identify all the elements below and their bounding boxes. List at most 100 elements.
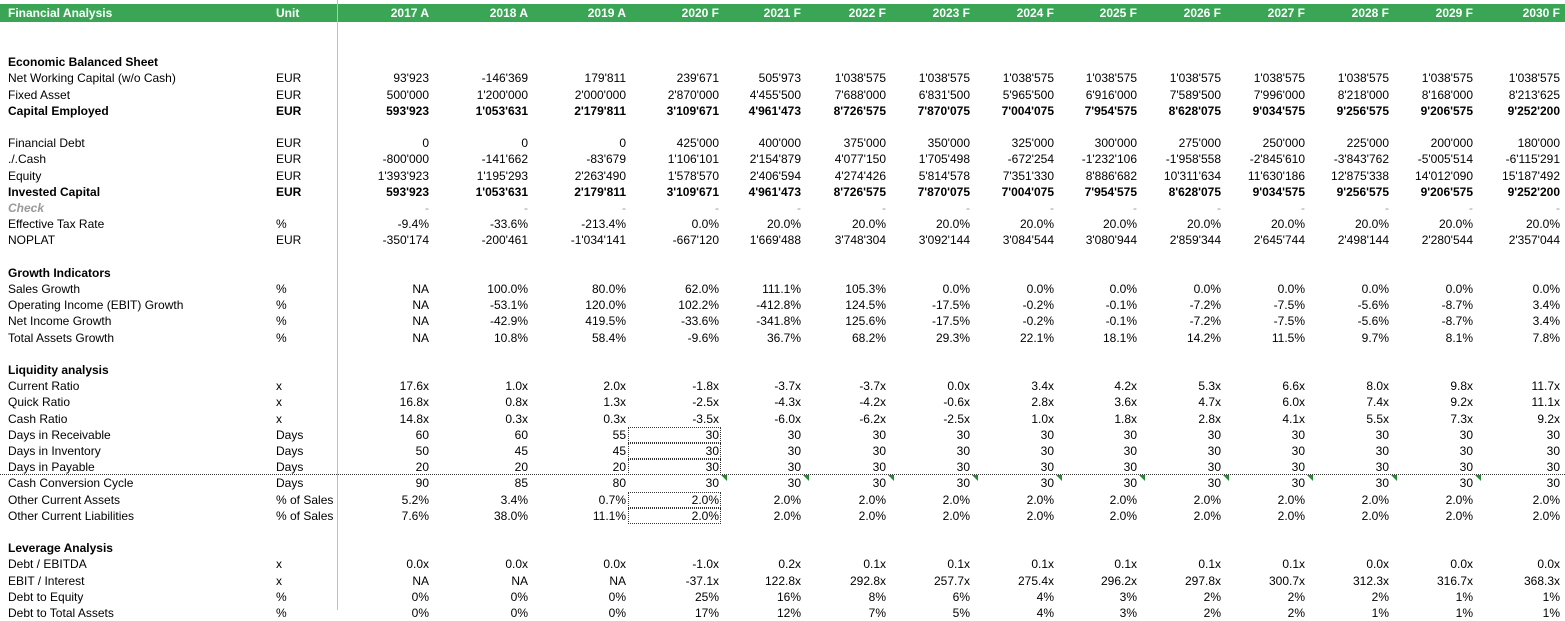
value-cell[interactable]: 1'053'631 [475, 184, 528, 199]
value-cell[interactable]: 111.1% [762, 282, 801, 296]
header-unit-cell[interactable]: Unit [276, 6, 300, 20]
value-cell[interactable]: 300'000 [1094, 136, 1137, 151]
value-cell[interactable]: - [1217, 201, 1221, 215]
value-cell[interactable]: 16.8x [399, 395, 429, 410]
value-cell[interactable]: -2.5x [943, 411, 970, 426]
value-cell[interactable]: 4.7x [1198, 395, 1221, 410]
value-cell[interactable]: 7'954'575 [1084, 184, 1137, 199]
value-cell[interactable]: 55 [612, 427, 626, 442]
value-cell[interactable]: -9.6% [687, 330, 719, 345]
value-cell[interactable]: 60 [514, 427, 528, 442]
unit-cell[interactable]: EUR [276, 184, 302, 199]
value-cell[interactable]: 2% [1203, 606, 1221, 620]
row-label-cell[interactable]: EBIT / Interest [8, 573, 85, 588]
value-cell[interactable]: 11.7x [1531, 379, 1560, 394]
value-cell[interactable]: 0.0% [942, 282, 970, 296]
value-cell[interactable]: 7'589'500 [1169, 87, 1221, 102]
value-cell[interactable]: 20.0% [1186, 217, 1221, 232]
value-cell[interactable]: 30 [705, 427, 719, 442]
value-cell[interactable]: -6.2x [859, 411, 886, 426]
header-year-cell[interactable]: 2026 F [1183, 6, 1221, 20]
comment-indicator-icon[interactable] [1391, 475, 1397, 482]
row-label-cell[interactable]: NOPLAT [8, 233, 56, 248]
value-cell[interactable]: - [1556, 201, 1560, 215]
value-cell[interactable]: 1'038'575 [1002, 71, 1054, 86]
value-cell[interactable]: -200'461 [481, 233, 528, 248]
value-cell[interactable]: 2.0% [1532, 492, 1560, 507]
value-cell[interactable]: 2.0% [691, 492, 719, 507]
value-cell[interactable]: -4.2x [859, 395, 886, 410]
value-cell[interactable]: -17.5% [931, 314, 970, 329]
value-cell[interactable]: 11.5% [1271, 330, 1305, 345]
value-cell[interactable]: 30 [787, 427, 801, 442]
value-cell[interactable]: - [797, 201, 801, 215]
value-cell[interactable]: 125.6% [845, 314, 886, 329]
value-cell[interactable]: 1'038'575 [1169, 71, 1221, 86]
unit-cell[interactable]: x [276, 411, 282, 426]
value-cell[interactable]: 2% [1287, 589, 1305, 604]
value-cell[interactable]: 30 [705, 476, 719, 491]
value-cell[interactable]: 0.8x [505, 395, 528, 410]
value-cell[interactable]: 30 [1375, 444, 1389, 458]
value-cell[interactable]: -5.6% [1357, 298, 1389, 313]
value-cell[interactable]: - [1385, 201, 1389, 215]
value-cell[interactable]: 2.8x [1031, 395, 1054, 410]
row-label-cell[interactable]: Total Assets Growth [8, 330, 115, 345]
value-cell[interactable]: 3'080'944 [1085, 233, 1137, 248]
value-cell[interactable]: 30 [1546, 460, 1560, 475]
value-cell[interactable]: 80 [612, 476, 626, 491]
value-cell[interactable]: - [966, 201, 970, 215]
value-cell[interactable]: 4'961'473 [748, 184, 801, 199]
section-title[interactable]: Growth Indicators [8, 265, 111, 280]
value-cell[interactable]: 2.0x [603, 379, 626, 394]
value-cell[interactable]: 14.8x [399, 411, 429, 426]
value-cell[interactable]: 1'038'575 [1085, 71, 1137, 86]
value-cell[interactable]: 6'831'500 [918, 87, 970, 102]
value-cell[interactable]: 2'357'044 [1508, 233, 1560, 248]
value-cell[interactable]: -7.2% [1189, 298, 1221, 313]
unit-cell[interactable]: Days [276, 460, 304, 475]
value-cell[interactable]: 30 [956, 427, 970, 442]
unit-cell[interactable]: EUR [276, 136, 302, 151]
value-cell[interactable]: -1'958'558 [1165, 152, 1221, 167]
value-cell[interactable]: 0.0x [603, 557, 626, 572]
value-cell[interactable]: 1'195'293 [476, 168, 528, 183]
value-cell[interactable]: 30 [956, 476, 970, 491]
value-cell[interactable]: 2.8x [1198, 411, 1221, 426]
value-cell[interactable]: 1'200'000 [476, 87, 528, 102]
row-label-cell[interactable]: Equity [8, 168, 42, 183]
unit-cell[interactable]: x [276, 379, 282, 394]
value-cell[interactable]: 20.0% [1354, 217, 1389, 232]
value-cell[interactable]: 7'954'575 [1084, 103, 1137, 118]
value-cell[interactable]: 30 [1291, 427, 1305, 442]
value-cell[interactable]: - [1133, 201, 1137, 215]
value-cell[interactable]: 9.2x [1450, 395, 1473, 410]
value-cell[interactable]: 0% [411, 589, 429, 604]
unit-cell[interactable]: x [276, 573, 282, 588]
value-cell[interactable]: 30 [872, 427, 886, 442]
row-label-cell[interactable]: Days in Inventory [8, 444, 101, 458]
value-cell[interactable]: 500'000 [386, 87, 429, 102]
unit-cell[interactable]: Days [276, 427, 304, 442]
value-cell[interactable]: 200'000 [1430, 136, 1473, 151]
value-cell[interactable]: 0.0% [1445, 282, 1473, 296]
value-cell[interactable]: 4% [1036, 606, 1054, 620]
value-cell[interactable]: 9'034'575 [1252, 184, 1305, 199]
value-cell[interactable]: NA [412, 314, 429, 329]
header-year-cell[interactable]: 2029 F [1435, 6, 1473, 20]
value-cell[interactable]: 316.7x [1436, 573, 1473, 588]
value-cell[interactable]: -9.4% [397, 217, 429, 232]
value-cell[interactable]: 20.0% [1438, 217, 1473, 232]
value-cell[interactable]: -6.0x [774, 411, 801, 426]
value-cell[interactable]: 2.0% [858, 508, 886, 523]
value-cell[interactable]: 1'669'488 [749, 233, 801, 248]
value-cell[interactable]: 1'038'575 [834, 71, 886, 86]
value-cell[interactable]: 2'645'744 [1253, 233, 1305, 248]
value-cell[interactable]: -1.8x [692, 379, 719, 394]
value-cell[interactable]: 30 [1375, 460, 1389, 475]
value-cell[interactable]: 2.0% [773, 492, 801, 507]
value-cell[interactable]: 120.0% [585, 298, 626, 313]
value-cell[interactable]: -146'369 [481, 71, 528, 86]
value-cell[interactable]: 30 [872, 460, 886, 475]
value-cell[interactable]: 2.0% [1109, 492, 1137, 507]
